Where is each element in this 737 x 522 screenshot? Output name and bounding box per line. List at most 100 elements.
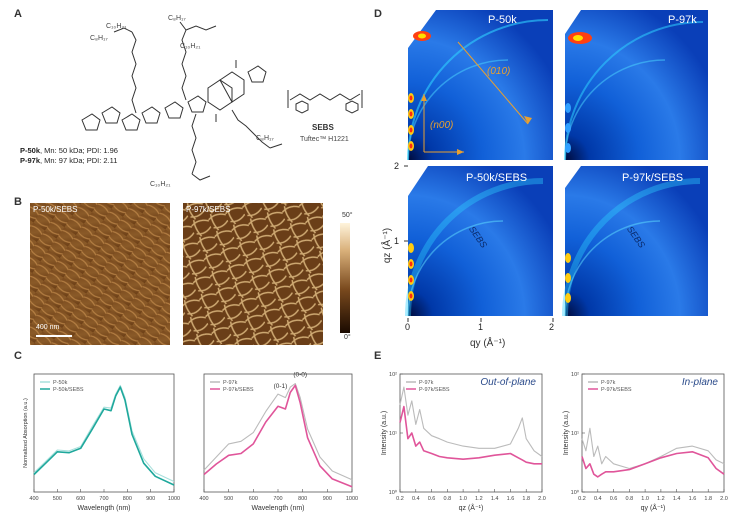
giwaxs-xtick: 0	[405, 322, 411, 332]
panel-a-structures: C₁₀H₂₁ C₈H₁₇ C₈H₁₇ C₁₀H₂₁ C₈H₁₇ C₁₀H₂₁ S…	[81, 15, 363, 188]
x-tick-label: 1.4	[491, 496, 499, 502]
giwaxs-axes	[404, 165, 554, 322]
chain-label: C₈H₁₇	[168, 15, 186, 22]
giwaxs-ylabel: qz (Å⁻¹)	[382, 227, 394, 264]
x-tick-label: 700	[99, 496, 108, 502]
y-tick-label: 10¹	[389, 431, 397, 437]
p97k-name: P-97k	[20, 156, 41, 165]
giwaxs-title-p97k-sebs: P-97k/SEBS	[622, 172, 684, 184]
x-tick-label: 600	[249, 496, 258, 502]
polymer-backbone-structure	[81, 21, 283, 181]
afm-image-p50k-sebs	[30, 203, 170, 345]
p50k-info-line: P-50k, Mn: 50 kDa; PDI: 1.96	[20, 146, 118, 156]
x-tick-label: 1.6	[689, 496, 697, 502]
legend-label: P-97k/SEBS	[601, 387, 632, 393]
x-axis-label: Wavelength (nm)	[77, 505, 130, 512]
giwaxs-title-p97k: P-97k	[668, 14, 697, 26]
panel-label-c: C	[14, 350, 22, 362]
chart-title: Out-of-plane	[480, 377, 536, 388]
legend-label: P-97k/SEBS	[223, 387, 254, 393]
x-tick-label: 0.2	[578, 496, 586, 502]
chain-label: C₈H₁₇	[90, 35, 108, 42]
panel-label-d: D	[374, 8, 382, 20]
x-tick-label: 1000	[346, 496, 358, 502]
x-tick-label: 0.6	[610, 496, 618, 502]
x-tick-label: 1.8	[522, 496, 530, 502]
x-tick-label: 500	[224, 496, 233, 502]
panel-label-b: B	[14, 196, 22, 208]
giwaxs-title-p50k: P-50k	[488, 14, 517, 26]
giwaxs-ytick: 1	[394, 236, 400, 246]
chain-label: C₁₀H₂₁	[150, 181, 171, 188]
chart-c-left: 400 500 600 700 800 900 1000 Wavelength (nm) Nor…	[23, 373, 180, 512]
giwaxs-tile-p50k-sebs	[405, 166, 553, 317]
legend-label: P-97k	[601, 380, 616, 386]
p97k-info-line: P-97k, Mn: 97 kDa; PDI: 2.11	[20, 156, 118, 166]
y-axis-label: Intensity (a.u.)	[381, 411, 388, 455]
legend-label: P-50k/SEBS	[53, 387, 84, 393]
giwaxs-xlabel: qy (Å⁻¹)	[470, 338, 506, 349]
y-tick-label: 10⁰	[571, 489, 580, 496]
annotation-n00: (n00)	[430, 120, 454, 131]
sebs-title: SEBS	[312, 123, 334, 132]
x-tick-label: 0.2	[396, 496, 404, 502]
panel-b-afm	[30, 203, 350, 345]
y-axis-label: Intensity (a.u.)	[563, 411, 570, 455]
sebs-subtitle: Tuftec™ H1221	[300, 136, 349, 143]
x-tick-label: 0.6	[428, 496, 436, 502]
chain-label: C₁₀H₂₁	[106, 23, 127, 30]
x-tick-label: 900	[323, 496, 332, 502]
x-tick-label: 1.2	[475, 496, 483, 502]
chain-label: C₁₀H₂₁	[180, 43, 201, 50]
x-tick-label: 2.0	[720, 496, 728, 502]
chain-label: C₈H₁₇	[256, 135, 274, 142]
colorbar-min: 0°	[344, 334, 351, 341]
y-tick-label: 10⁰	[389, 489, 398, 496]
x-axis-label: qz (Å⁻¹)	[459, 503, 484, 512]
scale-bar-label: 400 nm	[36, 324, 60, 331]
panel-label-e: E	[374, 350, 382, 362]
x-tick-label: 400	[29, 496, 38, 502]
x-tick-label: 500	[53, 496, 62, 502]
x-tick-label: 600	[76, 496, 85, 502]
p97k-info: , Mn: 97 kDa; PDI: 2.11	[40, 156, 118, 165]
series-line	[203, 384, 353, 488]
afm-label-left: P-50k/SEBS	[33, 205, 78, 214]
legend-label: P-97k	[223, 380, 238, 386]
colorbar	[340, 223, 350, 333]
x-axis-label: qy (Å⁻¹)	[641, 503, 666, 512]
sebs-structure	[287, 90, 363, 114]
series-line	[581, 427, 725, 470]
x-tick-label: 0.4	[412, 496, 420, 502]
x-tick-label: 800	[298, 496, 307, 502]
x-tick-label: 1.8	[704, 496, 712, 502]
giwaxs-xtick: 2	[549, 322, 555, 332]
x-tick-label: 800	[123, 496, 132, 502]
chart-c-right: 400 500 600 700 800 900 1000 Wavelength (nm) P-9…	[199, 371, 358, 512]
x-tick-label: 0.8	[626, 496, 634, 502]
legend-label: P-97k/SEBS	[419, 387, 450, 393]
x-tick-label: 700	[273, 496, 282, 502]
plot-frame	[399, 373, 543, 493]
x-tick-label: 1.0	[459, 496, 467, 502]
y-tick-label: 10²	[571, 372, 579, 378]
series-line	[33, 386, 175, 486]
plot-frame	[33, 373, 175, 493]
x-axis-label: Wavelength (nm)	[251, 505, 304, 512]
p50k-name: P-50k	[20, 146, 41, 155]
annotation-label: (0-0)	[293, 371, 307, 378]
x-tick-label: 1000	[168, 496, 180, 502]
y-tick-label: 10¹	[571, 431, 579, 437]
giwaxs-xtick: 1	[478, 322, 484, 332]
series-line	[203, 383, 353, 481]
giwaxs-tile-p97k-sebs	[562, 166, 708, 317]
chart-e-right: 0.2 0.4 0.6 0.8 1.0 1.2 1.4 1.6 1.8 2.0 10² 10¹ 10⁰ q…	[563, 372, 728, 512]
series-line	[399, 405, 542, 465]
afm-image-p97k-sebs	[183, 203, 323, 345]
chain-labels: C₁₀H₂₁ C₈H₁₇ C₈H₁₇ C₁₀H₂₁ C₈H₁₇ C₁₀H₂₁	[90, 15, 274, 188]
y-axis-label: Normalized Absorption (a.u.)	[23, 398, 29, 468]
x-tick-label: 1.4	[673, 496, 681, 502]
giwaxs-ytick: 2	[394, 161, 400, 171]
legend-label: P-97k	[419, 380, 434, 386]
x-tick-label: 900	[146, 496, 155, 502]
